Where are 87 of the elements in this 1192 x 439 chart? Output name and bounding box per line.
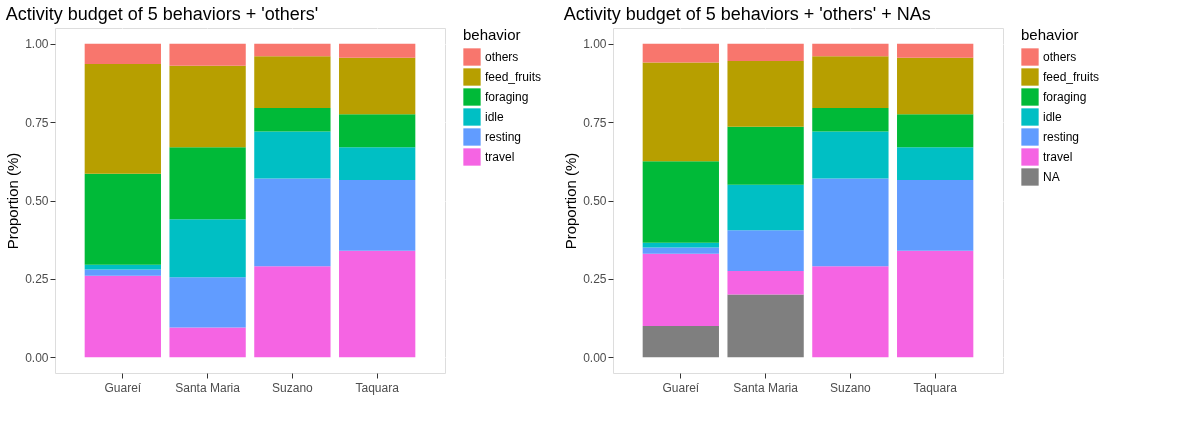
x-tick-label: Santa Maria <box>733 380 799 395</box>
legend-label: idle <box>1043 110 1063 124</box>
y-axis-title: Proportion (%) <box>562 152 580 250</box>
legend-label: resting <box>1043 130 1080 144</box>
bar <box>254 43 331 57</box>
bar <box>642 161 719 243</box>
bar <box>812 178 889 267</box>
bar <box>642 325 719 358</box>
bar <box>84 264 161 270</box>
bar <box>169 147 246 220</box>
bar <box>897 250 974 358</box>
legend-title: behavior <box>1021 26 1079 43</box>
y-tick-label: 1.00 <box>25 37 49 52</box>
chart-title: Activity budget of 5 behaviors + 'others' <box>5 4 319 24</box>
bar <box>84 64 161 174</box>
bar <box>812 266 889 358</box>
bar <box>727 43 804 61</box>
chart-title: Activity budget of 5 behaviors + 'others' + NAs <box>563 4 931 24</box>
legend-label: others <box>485 50 519 64</box>
bar <box>84 275 161 358</box>
bar <box>727 271 804 295</box>
bar <box>812 56 889 108</box>
bar <box>339 43 416 58</box>
bar <box>84 173 161 265</box>
bar <box>339 180 416 251</box>
bar <box>169 277 246 328</box>
bar <box>339 147 416 181</box>
bar <box>897 180 974 251</box>
bar <box>897 43 974 58</box>
legend-label: feed_fruits <box>485 70 542 84</box>
bar <box>727 60 804 127</box>
bar <box>339 57 416 115</box>
y-tick-label: 0.50 <box>583 194 607 208</box>
legend-label: others <box>1043 50 1077 64</box>
bar <box>727 126 804 185</box>
bar <box>169 65 246 148</box>
bar <box>254 178 331 267</box>
legend-label: travel <box>1043 150 1073 164</box>
bar <box>642 247 719 254</box>
y-tick-label: 0.00 <box>583 350 607 365</box>
bar <box>727 230 804 272</box>
y-tick-label: 0.00 <box>25 350 49 365</box>
legend-label: idle <box>485 110 505 124</box>
x-tick-label: Guareí <box>662 380 700 395</box>
bar <box>339 114 416 148</box>
bar <box>84 269 161 276</box>
bar <box>169 327 246 358</box>
legend-label: NA <box>1043 170 1060 184</box>
bar <box>254 131 331 179</box>
bar <box>727 294 804 358</box>
bar <box>84 43 161 65</box>
y-tick-label: 1.00 <box>583 37 607 52</box>
y-tick-label: 0.75 <box>25 115 49 130</box>
y-tick-label: 0.25 <box>583 272 607 287</box>
bar <box>897 147 974 181</box>
y-axis-title: Proportion (%) <box>4 152 22 250</box>
bar <box>254 107 331 132</box>
bar <box>254 56 331 108</box>
bar <box>169 219 246 278</box>
bar <box>339 250 416 358</box>
bar <box>812 107 889 132</box>
bar <box>254 266 331 358</box>
legend-label: resting <box>485 130 522 144</box>
bar <box>642 242 719 248</box>
y-tick-label: 0.50 <box>25 194 49 208</box>
x-tick-label: Taquara <box>913 380 958 395</box>
legend-label: foraging <box>1043 90 1087 104</box>
bar <box>642 43 719 63</box>
x-tick-label: Santa Maria <box>175 380 241 395</box>
bar <box>642 253 719 326</box>
bar <box>642 62 719 162</box>
bar <box>897 57 974 115</box>
bar <box>169 43 246 66</box>
x-tick-label: Guareí <box>104 380 142 395</box>
legend-label: foraging <box>485 90 529 104</box>
y-tick-label: 0.25 <box>25 272 49 287</box>
legend-label: feed_fruits <box>1043 70 1100 84</box>
x-tick-label: Suzano <box>272 380 314 395</box>
bar <box>812 43 889 57</box>
legend-title: behavior <box>463 26 521 43</box>
x-tick-label: Taquara <box>355 380 400 395</box>
bar <box>727 184 804 231</box>
x-tick-label: Suzano <box>830 380 872 395</box>
bar <box>812 131 889 179</box>
y-tick-label: 0.75 <box>583 115 607 130</box>
legend-label: travel <box>485 150 515 164</box>
bar <box>897 114 974 148</box>
